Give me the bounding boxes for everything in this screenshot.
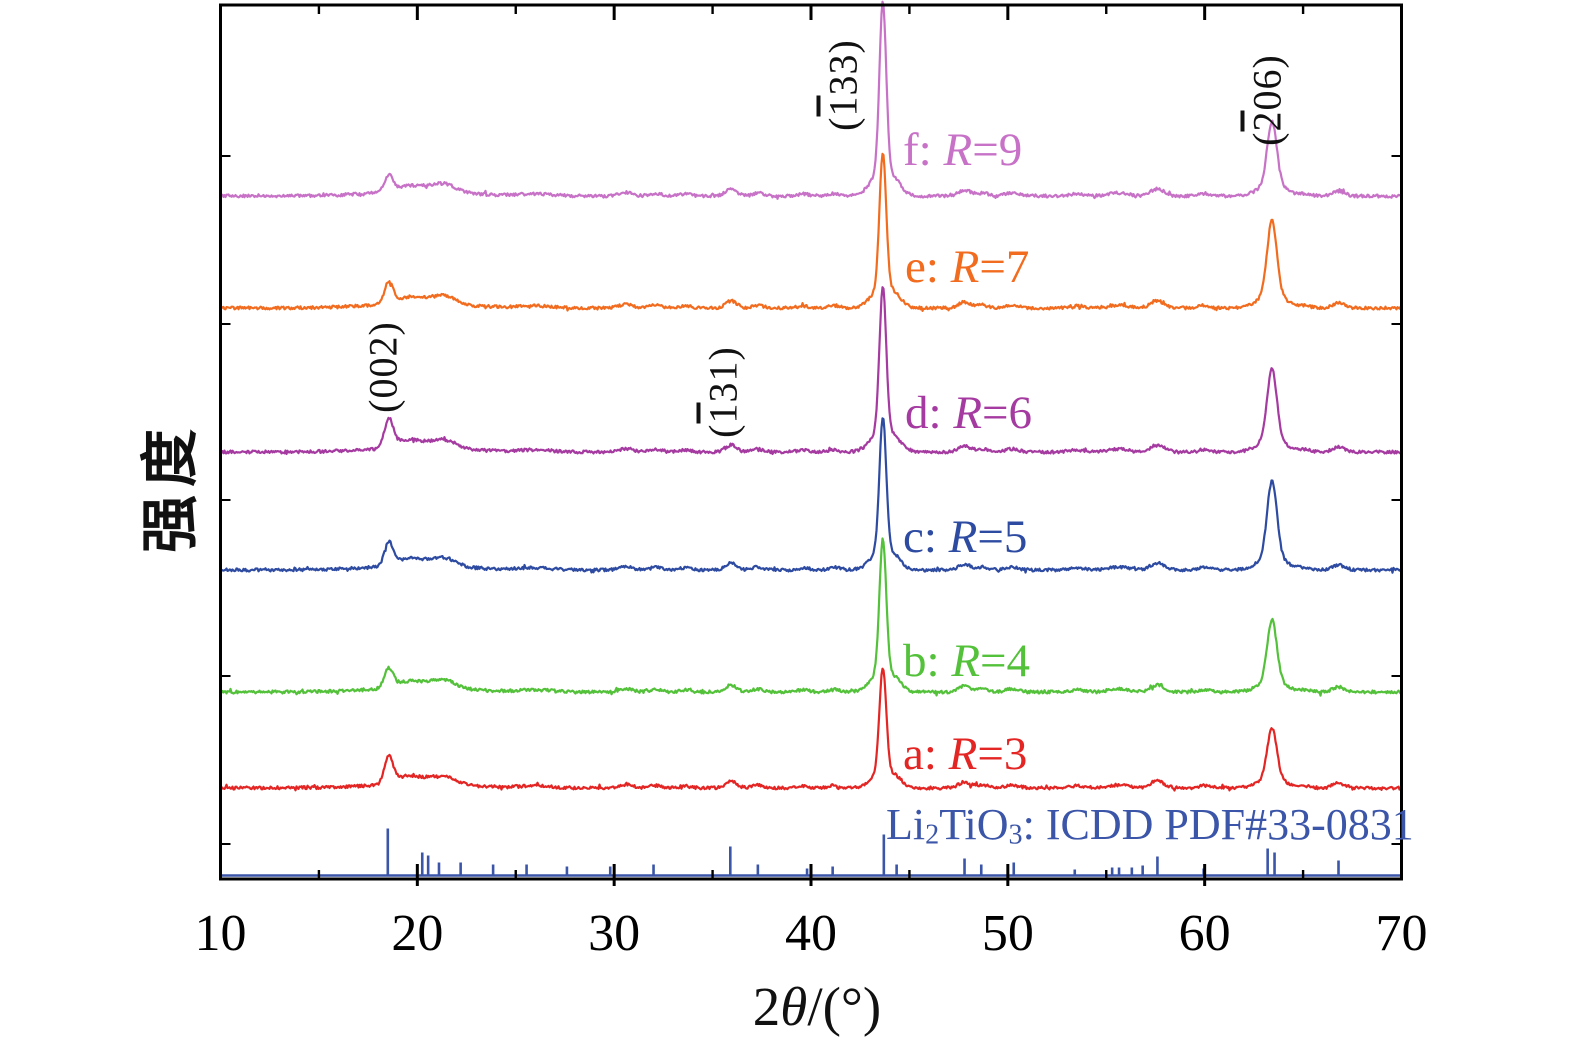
series-label-c: c: R=5 xyxy=(903,511,1028,564)
series-label-d-var: R xyxy=(953,387,983,439)
ref-label-tio: TiO xyxy=(939,800,1009,849)
x-tick-label-50: 50 xyxy=(982,905,1034,962)
x-tick-label-30: 30 xyxy=(588,905,640,962)
peak-label-133-post: 33) xyxy=(820,39,866,96)
x-axis-title: 2θ/(°) xyxy=(753,975,881,1038)
peak-label-133: (133) xyxy=(820,39,867,131)
x-tick-label-10: 10 xyxy=(195,905,247,962)
x-tick-label-20: 20 xyxy=(391,905,443,962)
series-label-f: f: R=9 xyxy=(903,124,1023,177)
peak-label-131-post: 31) xyxy=(700,346,746,403)
series-label-d: d: R=6 xyxy=(905,387,1033,440)
peak-label-131: (131) xyxy=(700,346,747,438)
series-curve-e xyxy=(219,152,1402,312)
series-label-b-value: =4 xyxy=(980,635,1031,687)
peak-label-131-bar: 1 xyxy=(700,402,746,424)
series-label-c-letter: c: xyxy=(903,511,949,563)
series-label-a: a: R=3 xyxy=(903,728,1028,781)
series-label-d-value: =6 xyxy=(982,387,1033,439)
ref-label-icdd: : ICDD PDF#33-0831 xyxy=(1022,800,1414,849)
series-label-e: e: R=7 xyxy=(905,241,1030,294)
x-axis-title-prefix: 2 xyxy=(752,976,781,1037)
series-label-e-letter: e: xyxy=(905,241,951,293)
x-axis-title-units: /(°) xyxy=(807,976,882,1037)
series-curve-d xyxy=(219,286,1403,456)
peak-label-206-post: 06) xyxy=(1244,54,1290,111)
peak-label-206-pre: ( xyxy=(1244,131,1290,146)
series-curve-a xyxy=(219,667,1403,792)
peak-label-206: (206) xyxy=(1244,54,1291,146)
peak-label-206-bar: 2 xyxy=(1244,110,1290,132)
series-label-f-var: R xyxy=(943,124,973,176)
series-label-e-value: =7 xyxy=(979,241,1030,293)
series-label-a-var: R xyxy=(948,728,978,780)
series-label-c-value: =5 xyxy=(977,511,1028,563)
series-label-f-letter: f: xyxy=(903,124,944,176)
peak-label-002-post: 002) xyxy=(360,321,406,399)
series-label-e-var: R xyxy=(950,241,980,293)
series-label-f-value: =9 xyxy=(972,124,1023,176)
series-label-d-letter: d: xyxy=(905,387,954,439)
ref-label-sub2: 2 xyxy=(925,819,940,851)
x-tick-label-70: 70 xyxy=(1376,905,1428,962)
reference-pattern-label: Li2TiO3: ICDD PDF#33-0831 xyxy=(886,799,1414,851)
y-axis-title: 强度 xyxy=(136,420,204,554)
series-curve-f xyxy=(220,0,1403,200)
series-curve-c xyxy=(219,417,1402,574)
x-tick-label-40: 40 xyxy=(785,905,837,962)
x-tick-label-60: 60 xyxy=(1179,905,1231,962)
ref-label-sub3: 3 xyxy=(1008,819,1023,851)
peak-label-002: (002) xyxy=(360,321,407,413)
peak-label-133-bar: 1 xyxy=(820,95,866,117)
plot-frame xyxy=(219,3,1403,881)
peak-label-133-pre: ( xyxy=(820,116,866,131)
series-label-a-value: =3 xyxy=(977,728,1028,780)
ref-label-li: Li xyxy=(886,800,926,849)
series-label-b-letter: b: xyxy=(903,635,952,687)
series-label-c-var: R xyxy=(948,511,978,563)
peak-label-131-pre: ( xyxy=(700,423,746,438)
peak-label-002-pre: ( xyxy=(360,398,406,413)
series-label-b-var: R xyxy=(951,635,981,687)
series-label-b: b: R=4 xyxy=(903,635,1031,688)
theta-symbol: θ xyxy=(780,976,808,1037)
series-label-a-letter: a: xyxy=(903,728,949,780)
series-curve-b xyxy=(219,537,1403,697)
